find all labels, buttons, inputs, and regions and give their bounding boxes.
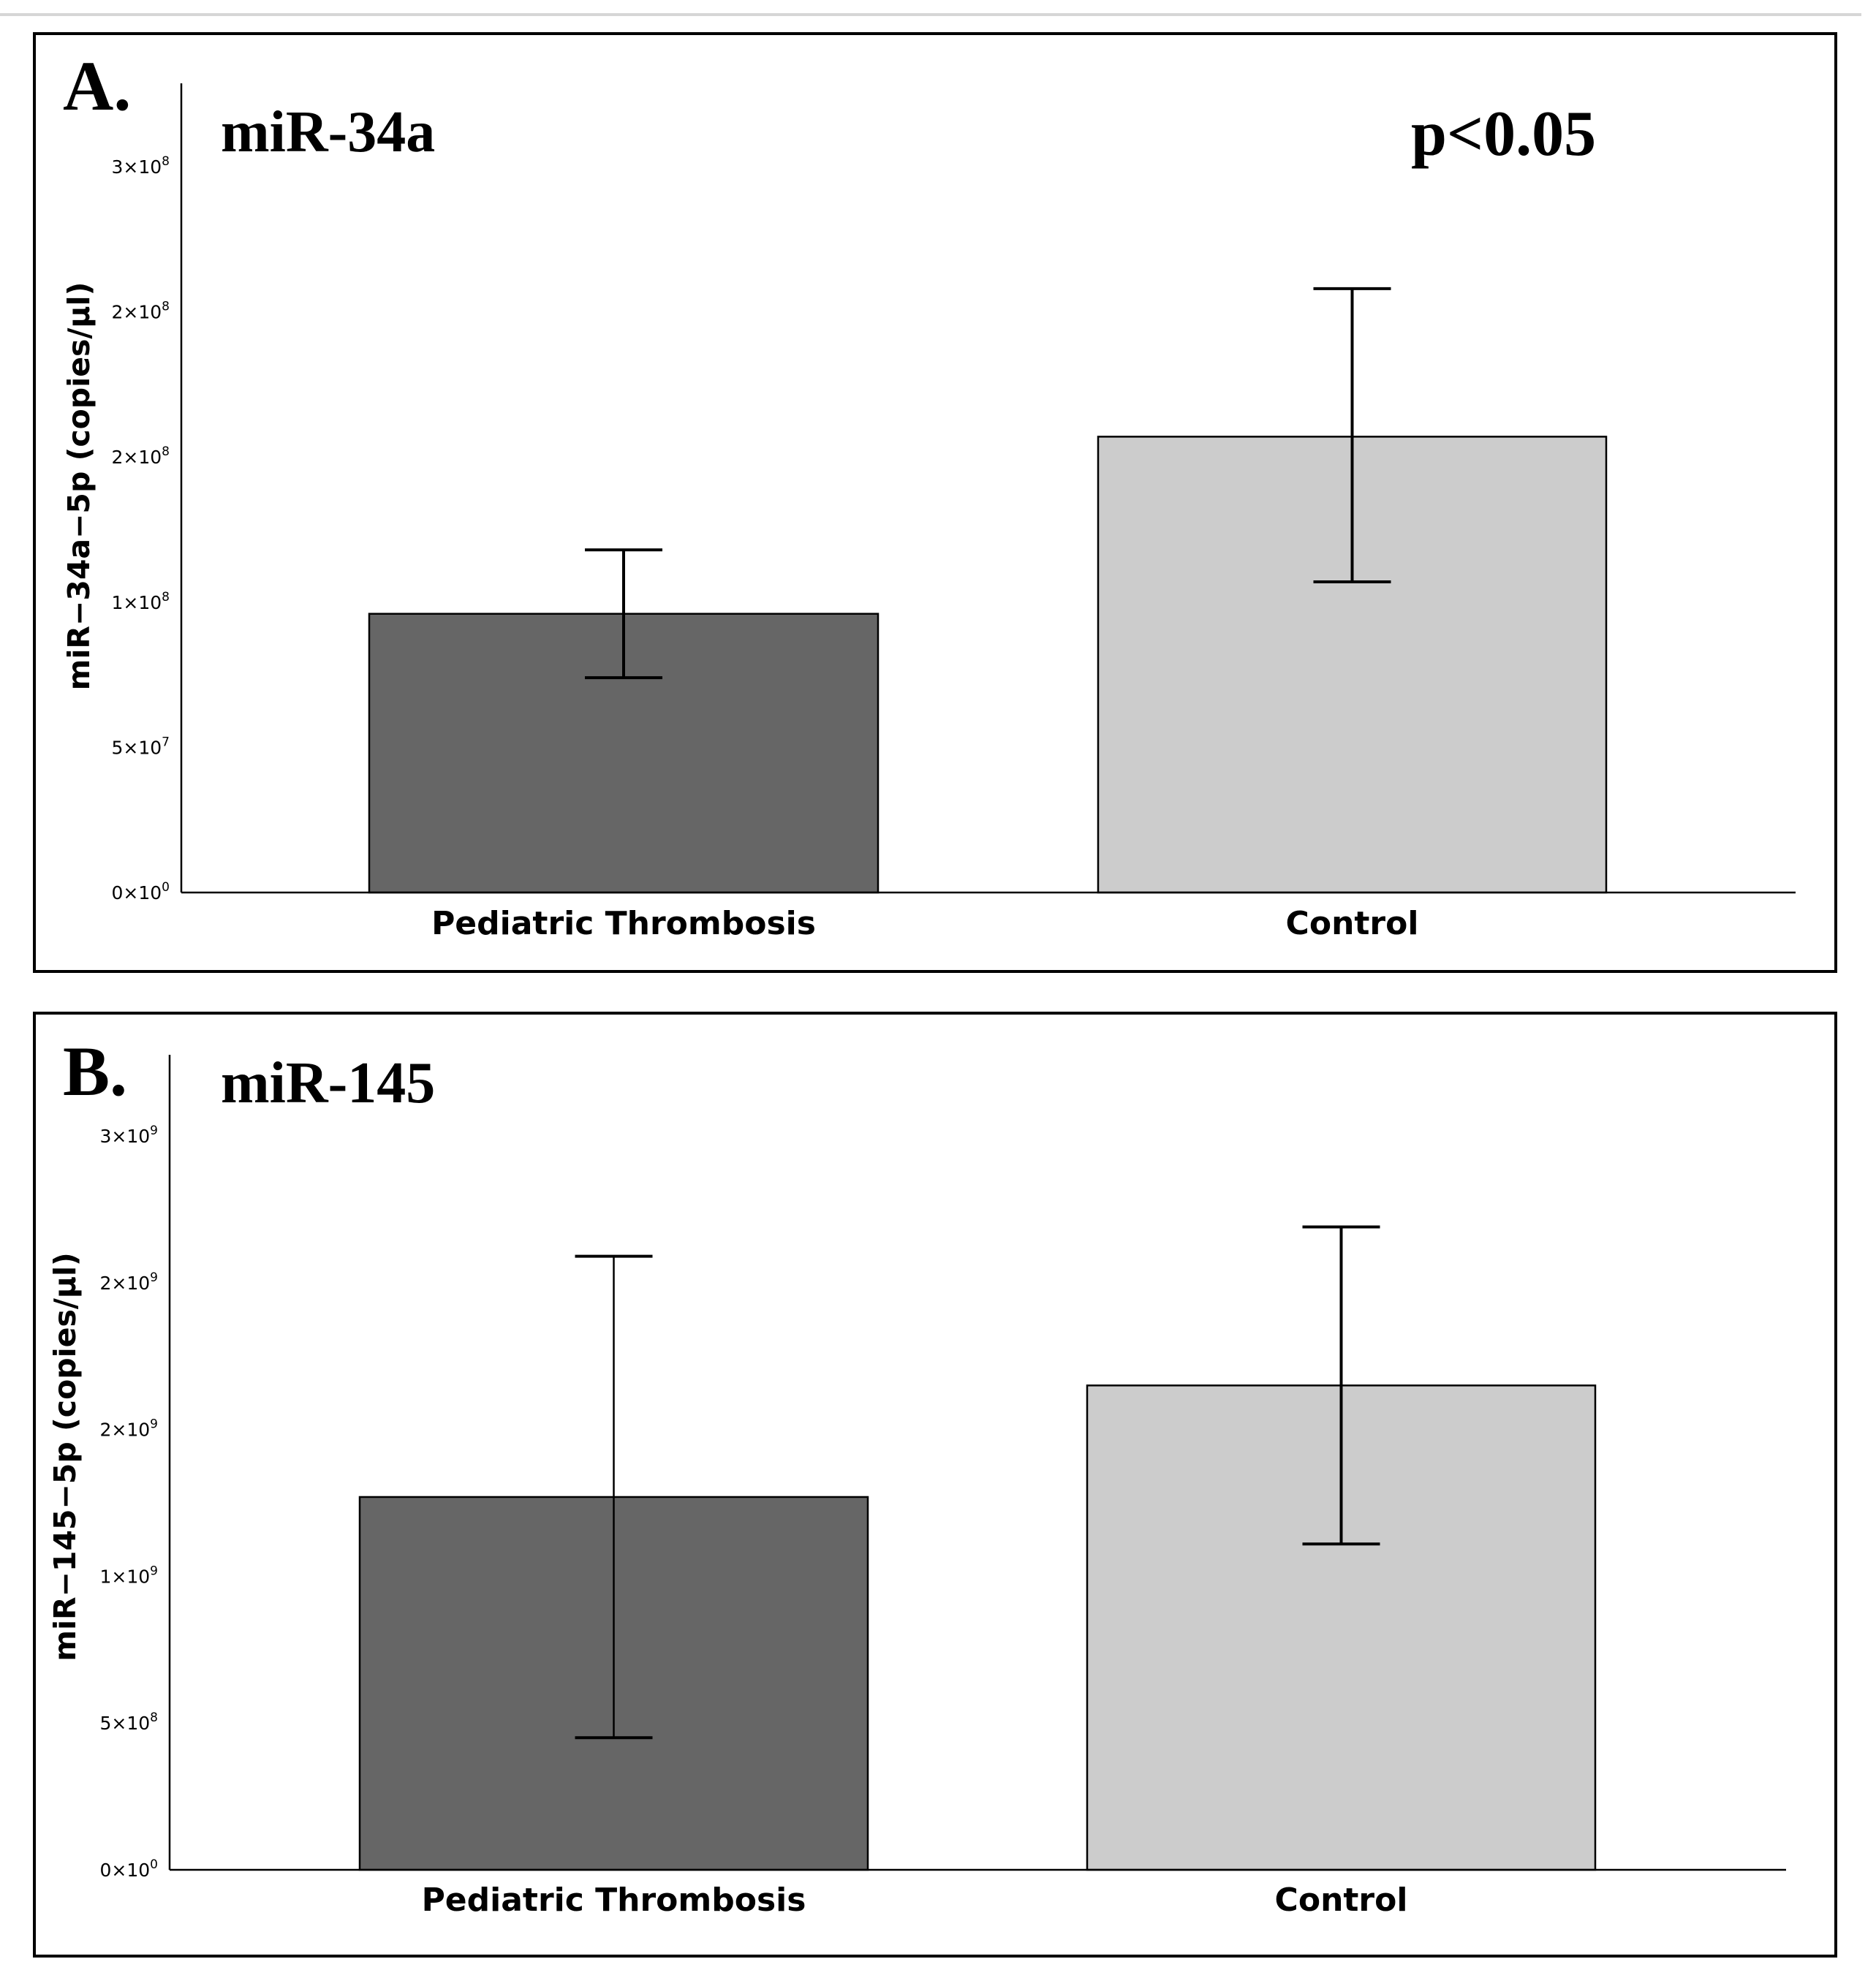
panel-a-plot: 0×100 5×107 1×108 2×108 2×108 3×108 Pediatric … — [112, 83, 1796, 942]
panel-b-y-tick-4: 2×109 — [100, 1270, 159, 1294]
top-rule — [0, 13, 1861, 16]
panel-a-letter: A. — [63, 47, 131, 125]
panel-a-y-tick-3: 2×108 — [112, 444, 170, 468]
panel-a-y-tick-4: 2×108 — [112, 300, 170, 323]
panel-a-y-tick-5: 3×108 — [112, 154, 170, 178]
panel-b-y-tick-3: 2×109 — [100, 1417, 159, 1441]
panel-b-y-tick-0: 0×100 — [100, 1857, 159, 1881]
panel-a-y-tick-1: 5×107 — [112, 735, 170, 758]
panel-b-plot: 0×100 5×108 1×109 2×109 2×109 3×109 Pediatric … — [100, 1055, 1786, 1919]
panel-b-x-tick-1: Control — [1275, 1882, 1408, 1919]
panel-a-y-axis-label: miR−34a−5p (copies/µl) — [61, 282, 97, 691]
panel-a-x-tick-1: Control — [1286, 905, 1419, 942]
panel-b: B. miR-145 miR−145−5p (copies/µl) 0×100 5… — [33, 1012, 1837, 1958]
panel-b-letter: B. — [63, 1032, 127, 1110]
panel-b-y-tick-1: 5×108 — [100, 1710, 159, 1734]
panel-b-x-tick-0: Pediatric Thrombosis — [422, 1882, 806, 1919]
panel-b-title: miR-145 — [221, 1051, 435, 1115]
panel-a-title: miR-34a — [221, 100, 435, 164]
panel-b-y-tick-5: 3×109 — [100, 1123, 159, 1147]
panel-a: A. miR-34a p<0.05 miR−34a−5p (copies/µl)… — [33, 32, 1837, 973]
panel-b-y-axis-label: miR−145−5p (copies/µl) — [48, 1252, 83, 1661]
panel-b-y-tick-2: 1×109 — [100, 1564, 159, 1587]
panel-a-p-value: p<0.05 — [1411, 99, 1596, 170]
panel-a-y-tick-2: 1×108 — [112, 590, 170, 613]
panel-a-x-tick-0: Pediatric Thrombosis — [431, 905, 816, 942]
panel-a-y-tick-0: 0×100 — [112, 880, 170, 903]
